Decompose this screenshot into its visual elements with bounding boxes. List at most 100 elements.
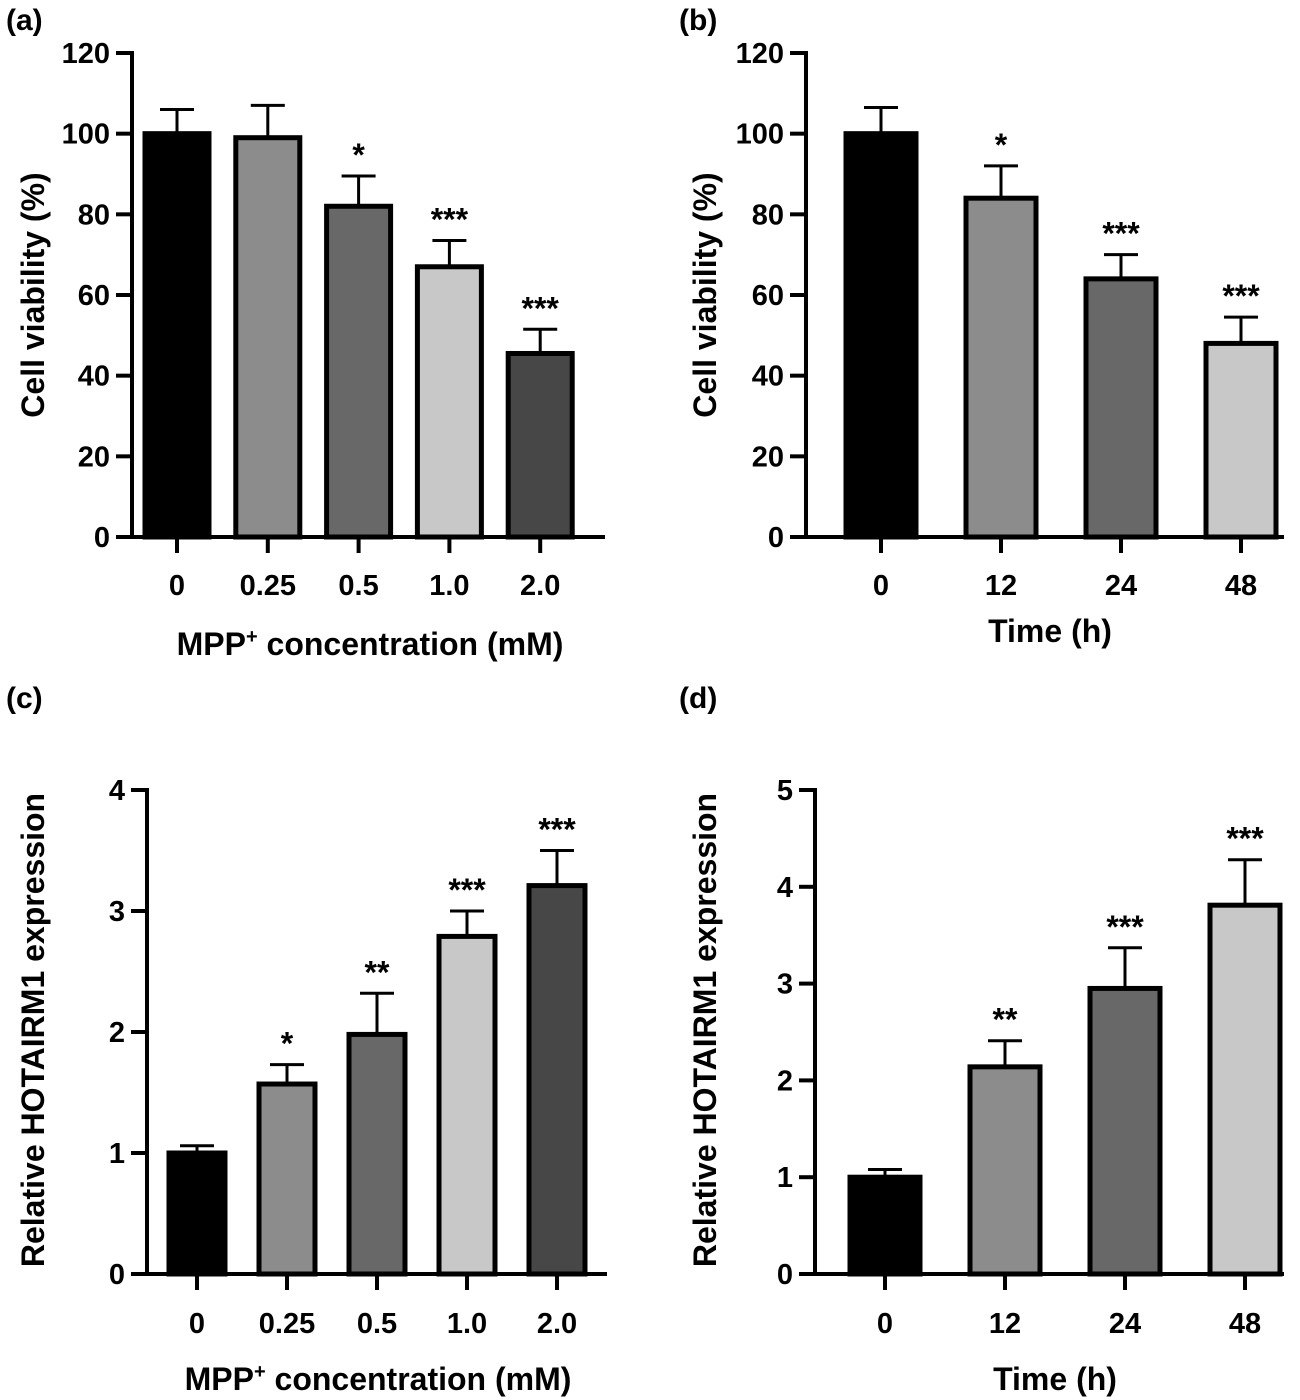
y-tick-label: 3 bbox=[109, 896, 125, 928]
y-axis-label: Relative HOTAIRM1 expression bbox=[15, 793, 51, 1267]
y-tick-label: 0 bbox=[777, 1259, 793, 1291]
x-tick-label: 0 bbox=[877, 1308, 893, 1340]
y-tick-label: 60 bbox=[78, 280, 110, 312]
y-tick-label: 2 bbox=[109, 1017, 125, 1049]
x-tick-label: 48 bbox=[1229, 1308, 1261, 1340]
significance-label: * bbox=[281, 1026, 294, 1062]
x-axis-label-rest: concentration (mM) bbox=[258, 626, 564, 662]
y-tick-label: 20 bbox=[752, 441, 784, 473]
panel-label: (b) bbox=[679, 4, 717, 37]
x-tick-label: 1.0 bbox=[429, 570, 469, 602]
y-tick-label: 120 bbox=[62, 38, 110, 70]
bar bbox=[526, 883, 588, 1277]
y-tick-label: 5 bbox=[777, 775, 793, 807]
x-axis-label-main: Time (h) bbox=[988, 613, 1112, 649]
significance-label: *** bbox=[538, 812, 576, 848]
x-tick-label: 2.0 bbox=[520, 570, 560, 602]
y-tick-label: 80 bbox=[78, 199, 110, 231]
y-axis-label: Relative HOTAIRM1 expression bbox=[687, 793, 723, 1267]
x-axis-label-main: Time (h) bbox=[993, 1361, 1117, 1397]
significance-label: *** bbox=[522, 290, 560, 326]
significance-label: *** bbox=[1106, 909, 1144, 945]
bar bbox=[166, 1150, 228, 1277]
y-tick-label: 0 bbox=[94, 522, 110, 554]
panel-label: (a) bbox=[6, 4, 43, 37]
x-tick-label: 2.0 bbox=[537, 1308, 577, 1340]
bar bbox=[1087, 985, 1163, 1277]
x-tick-label: 12 bbox=[989, 1308, 1021, 1340]
x-axis-label: Time (h) bbox=[993, 1361, 1117, 1397]
significance-label: * bbox=[352, 137, 365, 173]
y-tick-label: 100 bbox=[736, 119, 784, 151]
x-tick-label: 0.25 bbox=[240, 570, 296, 602]
significance-label: *** bbox=[1222, 278, 1260, 314]
x-tick-label: 24 bbox=[1109, 1308, 1141, 1340]
panel-label: (d) bbox=[679, 682, 717, 715]
x-tick-label: 0 bbox=[169, 570, 185, 602]
bar bbox=[414, 264, 484, 540]
y-tick-label: 60 bbox=[752, 280, 784, 312]
x-tick-label: 0.5 bbox=[338, 570, 378, 602]
x-axis-label: MPP+ concentration (mM) bbox=[177, 626, 564, 662]
bar bbox=[963, 195, 1039, 540]
significance-label: *** bbox=[448, 872, 486, 908]
y-tick-label: 40 bbox=[752, 361, 784, 393]
y-tick-label: 100 bbox=[62, 119, 110, 151]
x-tick-label: 12 bbox=[985, 570, 1017, 602]
y-tick-label: 80 bbox=[752, 199, 784, 231]
significance-label: * bbox=[995, 127, 1008, 163]
x-axis-label: Time (h) bbox=[988, 613, 1112, 649]
x-axis-label-superscript: + bbox=[254, 1361, 266, 1383]
x-axis-label-superscript: + bbox=[246, 626, 258, 648]
y-tick-label: 0 bbox=[109, 1259, 125, 1291]
x-tick-label: 0.25 bbox=[259, 1308, 315, 1340]
significance-label: *** bbox=[431, 202, 469, 238]
significance-label: *** bbox=[1102, 216, 1140, 252]
chart-panel-a: (a) 0 20 40 60 80 100 120 0 0.25 0.5 * 1.0 *** 2.0 *** C… bbox=[6, 4, 605, 662]
x-axis-label: MPP+ concentration (mM) bbox=[185, 1361, 572, 1397]
bar bbox=[847, 1174, 923, 1277]
significance-label: ** bbox=[365, 954, 390, 990]
y-tick-label: 2 bbox=[777, 1065, 793, 1097]
y-tick-label: 4 bbox=[777, 872, 793, 904]
bar bbox=[142, 131, 212, 540]
y-tick-label: 20 bbox=[78, 441, 110, 473]
y-axis-label: Cell viability (%) bbox=[15, 172, 51, 417]
bar bbox=[1207, 902, 1283, 1277]
bar bbox=[324, 203, 394, 540]
y-tick-label: 1 bbox=[777, 1162, 793, 1194]
bar bbox=[1203, 340, 1279, 540]
chart-panel-b: (b) 0 20 40 60 80 100 120 0 12 * 24 *** 48 *** Cell via… bbox=[679, 4, 1284, 649]
y-tick-label: 1 bbox=[109, 1138, 125, 1170]
panel-label: (c) bbox=[6, 682, 43, 715]
bar bbox=[843, 131, 919, 540]
x-tick-label: 0 bbox=[189, 1308, 205, 1340]
y-tick-label: 0 bbox=[768, 522, 784, 554]
bar bbox=[346, 1031, 408, 1277]
bar bbox=[436, 933, 498, 1277]
y-tick-label: 3 bbox=[777, 969, 793, 1001]
bar bbox=[967, 1064, 1043, 1277]
x-tick-label: 48 bbox=[1225, 570, 1257, 602]
y-tick-label: 4 bbox=[109, 775, 125, 807]
x-tick-label: 1.0 bbox=[447, 1308, 487, 1340]
bar bbox=[505, 350, 575, 540]
x-axis-label-main: MPP bbox=[185, 1361, 254, 1397]
x-tick-label: 0 bbox=[873, 570, 889, 602]
chart-panel-c: (c) 0 1 2 3 4 0 0.25 * 0.5 ** 1.0 *** 2.0 *** Relative … bbox=[6, 682, 607, 1397]
y-tick-label: 40 bbox=[78, 361, 110, 393]
y-axis-label: Cell viability (%) bbox=[687, 172, 723, 417]
x-axis-label-main: MPP bbox=[177, 626, 246, 662]
bar bbox=[233, 135, 303, 540]
significance-label: ** bbox=[993, 1002, 1018, 1038]
bar bbox=[1083, 276, 1159, 540]
bar bbox=[256, 1081, 318, 1277]
significance-label: *** bbox=[1226, 821, 1264, 857]
x-tick-label: 24 bbox=[1105, 570, 1137, 602]
y-tick-label: 120 bbox=[736, 38, 784, 70]
x-tick-label: 0.5 bbox=[357, 1308, 397, 1340]
x-axis-label-rest: concentration (mM) bbox=[266, 1361, 572, 1397]
